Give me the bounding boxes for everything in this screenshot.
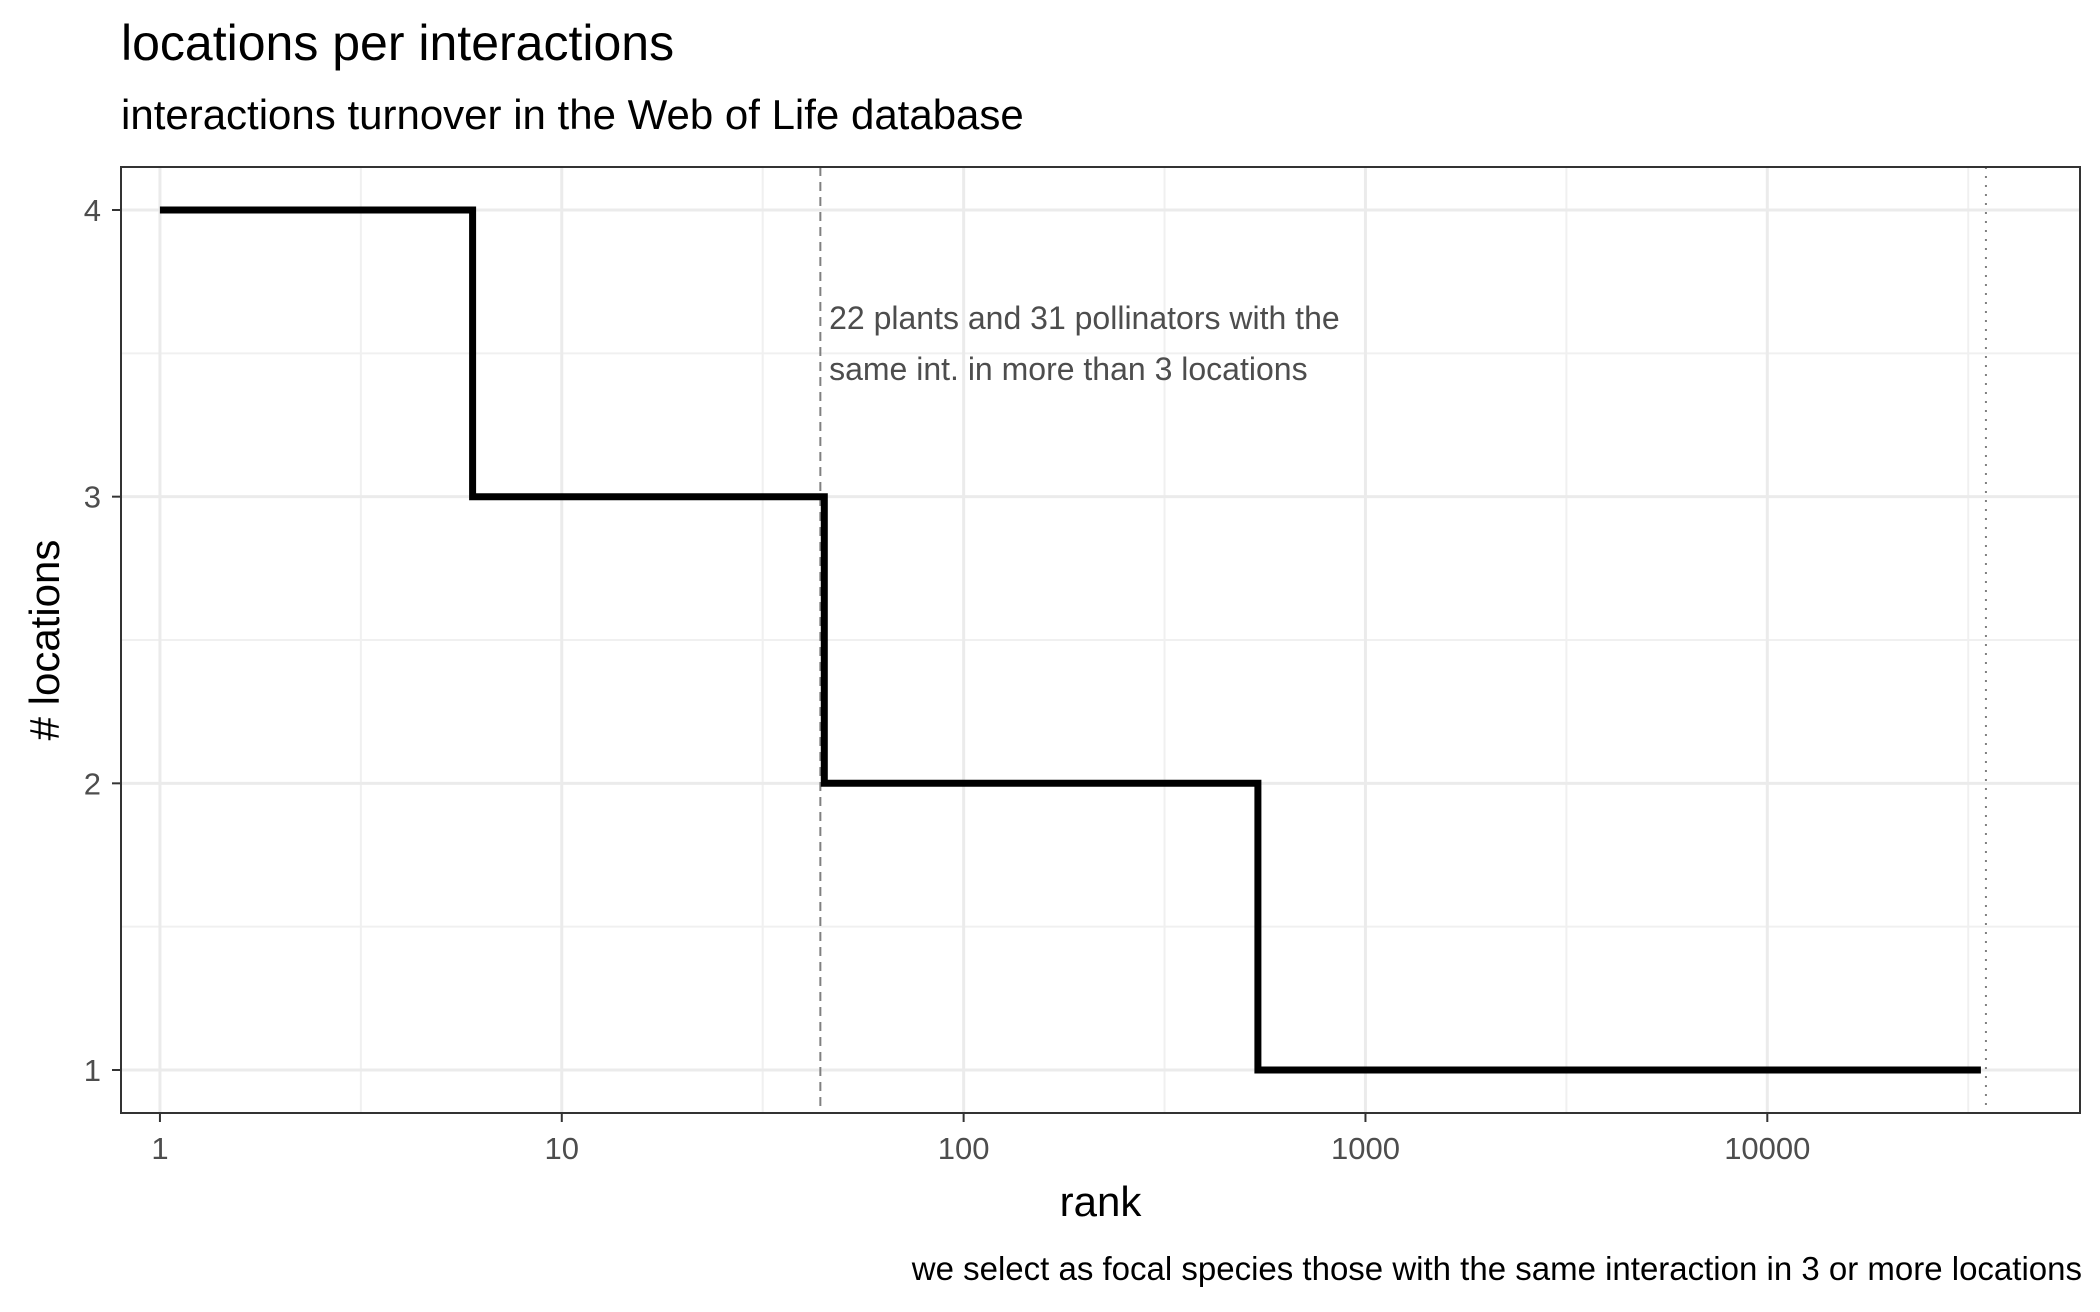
annotation-layer: 22 plants and 31 pollinators with the sam… (829, 300, 1340, 387)
y-axis-title: # locations (21, 540, 68, 741)
y-tick-label-3: 4 (84, 193, 101, 228)
axis-ticks (112, 209, 1769, 1122)
y-tick-label-0: 1 (84, 1053, 101, 1088)
chart-title: locations per interactions (121, 15, 675, 71)
major-gridlines (121, 167, 2080, 1113)
annotation-line-0-1: same int. in more than 3 locations (829, 351, 1307, 387)
x-tick-label-2: 100 (938, 1131, 990, 1166)
x-axis-title: rank (1060, 1178, 1143, 1225)
panel-border (120, 166, 2081, 1114)
chart-caption: we select as focal species those with th… (911, 1250, 2082, 1287)
annotation-line-0-0: 22 plants and 31 pollinators with the (829, 300, 1340, 336)
chart-subtitle: interactions turnover in the Web of Life… (121, 91, 1024, 138)
y-tick-label-2: 3 (84, 480, 101, 515)
reference-lines (819, 167, 1987, 1113)
axis-tick-labels: 1 10 100 1000 10000 1 2 3 4 (84, 193, 1811, 1166)
x-tick-label-1: 10 (545, 1131, 579, 1166)
minor-gridlines (121, 167, 2080, 1113)
step-line-series-0 (159, 206, 1981, 1074)
x-tick-label-0: 1 (151, 1131, 168, 1166)
x-tick-label-3: 1000 (1331, 1131, 1400, 1166)
x-tick-label-4: 10000 (1724, 1131, 1810, 1166)
series-layer (159, 206, 1981, 1074)
y-tick-label-1: 2 (84, 766, 101, 801)
